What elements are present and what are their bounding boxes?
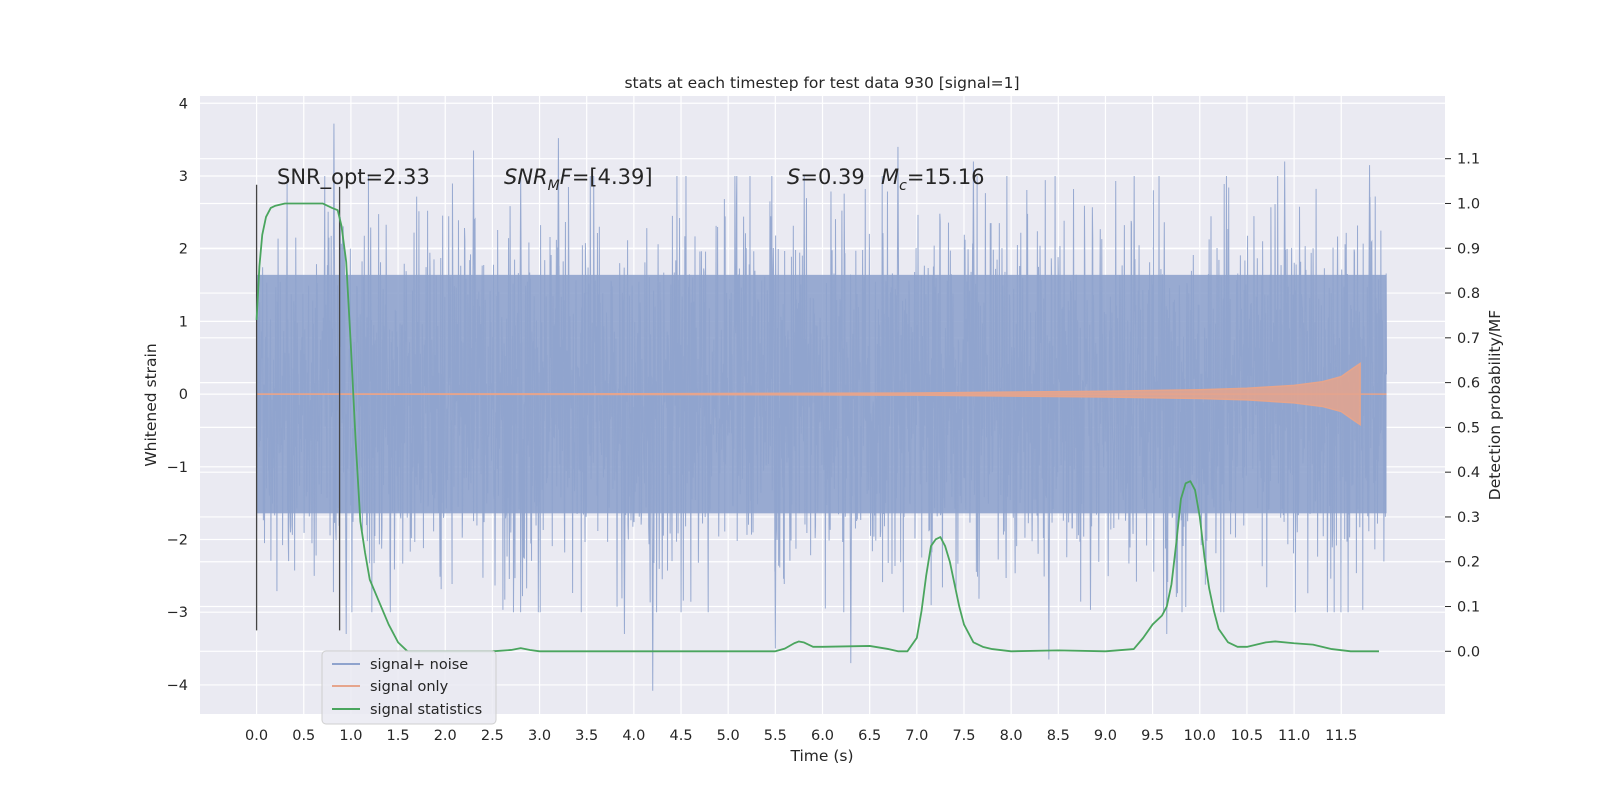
snr-mf-subscript: M	[548, 178, 560, 194]
x-tick-label-2: 1.0	[339, 728, 362, 744]
y-tick-label-7: 3	[179, 169, 188, 185]
y2-tick-label-3: 0.3	[1457, 510, 1480, 526]
y-axis-title: Whitened strain	[142, 343, 160, 466]
x-tick-label-21: 10.5	[1231, 728, 1263, 744]
x-tick-label-3: 1.5	[387, 728, 410, 744]
legend-box	[321, 650, 497, 725]
x-tick-label-15: 7.5	[952, 728, 975, 744]
annotation-snr-opt: SNR_opt=2.33	[277, 165, 430, 190]
y-tick-label-2: −2	[167, 533, 188, 549]
mc-value: =15.16	[907, 165, 985, 189]
y2-ticks: 0.0 0.1 0.2 0.3 0.4 0.5 0.6 0.7 0.8 0.9 1.0 1.1	[1445, 152, 1480, 660]
y-tick-label-5: 1	[179, 314, 188, 330]
y-tick-label-0: −4	[167, 678, 188, 694]
x-tick-label-20: 10.0	[1184, 728, 1216, 744]
y2-tick-label-11: 1.1	[1457, 152, 1480, 168]
x-tick-label-23: 11.5	[1325, 728, 1357, 744]
annotation-mc: Mc=15.16	[881, 165, 985, 194]
annotation-s: S=0.39	[787, 165, 865, 189]
y2-tick-label-0: 0.0	[1457, 644, 1480, 660]
x-axis-title: Time (s)	[789, 747, 853, 765]
legend-label-signal-only: signal only	[370, 679, 449, 695]
y-ticks: −4 −3 −2 −1 0 1 2 3 4	[167, 96, 188, 694]
x-tick-label-16: 8.0	[1000, 728, 1023, 744]
s-symbol: S	[787, 165, 800, 189]
signal-statistics-series	[255, 202, 1379, 653]
s-value: =0.39	[800, 165, 864, 189]
x-tick-label-5: 2.5	[481, 728, 504, 744]
mc-subscript: c	[899, 178, 907, 194]
x-tick-label-7: 3.5	[575, 728, 598, 744]
x-tick-label-13: 6.5	[858, 728, 881, 744]
x-tick-label-4: 2.0	[434, 728, 457, 744]
y-tick-label-4: 0	[179, 387, 188, 403]
x-tick-label-22: 11.0	[1278, 728, 1310, 744]
y-tick-label-3: −1	[167, 460, 188, 476]
y-tick-label-1: −3	[167, 605, 188, 621]
y2-tick-label-5: 0.5	[1457, 420, 1480, 436]
y2-tick-label-2: 0.2	[1457, 555, 1480, 571]
x-ticks: 0.0 0.5 1.0 1.5 2.0 2.5 3.0 3.5 4.0 4.5 5.0 5.5 6.0 6…	[245, 728, 1357, 744]
x-tick-label-8: 4.0	[622, 728, 645, 744]
legend-label-signal-statistics: signal statistics	[370, 702, 482, 718]
x-tick-label-10: 5.0	[717, 728, 740, 744]
y2-tick-label-6: 0.6	[1457, 376, 1480, 392]
y-tick-label-6: 2	[179, 242, 188, 258]
y2-tick-label-8: 0.8	[1457, 286, 1480, 302]
chart-title: stats at each timestep for test data 930…	[624, 74, 1019, 92]
vertical-lines	[255, 184, 341, 631]
y2-tick-label-4: 0.4	[1457, 465, 1480, 481]
x-tick-label-14: 7.0	[905, 728, 928, 744]
x-tick-label-9: 4.5	[669, 728, 692, 744]
y2-tick-label-7: 0.7	[1457, 331, 1480, 347]
legend: signal+ noise signal only signal statist…	[321, 650, 497, 725]
snr-mf-symbol: SNR	[504, 165, 548, 189]
x-tick-label-18: 9.0	[1094, 728, 1117, 744]
y2-tick-label-10: 1.0	[1457, 196, 1480, 212]
signal-statistics-line	[255, 202, 1379, 653]
y2-tick-label-1: 0.1	[1457, 600, 1480, 616]
signal-noise-trace	[256, 123, 1388, 691]
y2-axis-title: Detection probability/MF	[1486, 310, 1504, 501]
annotation-snr-mf: SNRMF=[4.39]	[504, 165, 653, 194]
y2-tick-label-9: 0.9	[1457, 241, 1480, 257]
y-tick-label-8: 4	[179, 96, 188, 112]
x-tick-label-0: 0.0	[245, 728, 268, 744]
snr-mf-rest: F	[560, 165, 573, 189]
signal-only-series	[256, 362, 1387, 427]
x-tick-label-17: 8.5	[1047, 728, 1070, 744]
x-tick-label-19: 9.5	[1141, 728, 1164, 744]
mc-symbol: M	[881, 165, 899, 189]
x-tick-label-1: 0.5	[292, 728, 315, 744]
x-tick-label-6: 3.0	[528, 728, 551, 744]
legend-label-signal-noise: signal+ noise	[370, 657, 468, 673]
snr-mf-value: =[4.39]	[572, 165, 653, 189]
x-tick-label-12: 6.0	[811, 728, 834, 744]
x-tick-label-11: 5.5	[764, 728, 787, 744]
